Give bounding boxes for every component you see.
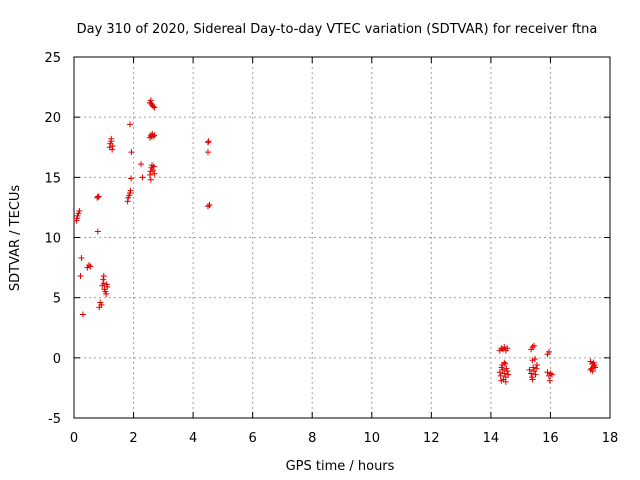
y-tick-label: 10: [44, 232, 61, 247]
data-point: [150, 133, 157, 140]
data-point: [77, 273, 84, 280]
data-point: [100, 280, 107, 287]
data-point: [151, 132, 158, 139]
data-point: [501, 344, 508, 351]
data-point: [127, 187, 134, 194]
data-point: [498, 345, 505, 352]
data-point: [150, 163, 157, 170]
x-tick-label: 8: [308, 431, 316, 446]
data-point: [526, 366, 533, 373]
data-point: [108, 135, 115, 142]
data-point: [499, 362, 506, 369]
data-point: [505, 371, 512, 378]
data-point: [109, 143, 116, 150]
data-point: [530, 364, 537, 371]
data-point: [146, 171, 153, 178]
x-tick-label: 0: [70, 431, 78, 446]
x-tick-label: 16: [542, 431, 559, 446]
data-point: [529, 344, 536, 351]
data-point: [78, 254, 85, 261]
data-point: [100, 276, 107, 283]
data-point: [128, 175, 135, 182]
data-point: [534, 362, 541, 369]
grid-lines: [74, 57, 610, 418]
data-point: [94, 228, 101, 235]
data-point: [103, 291, 110, 298]
y-tick-label: 5: [53, 292, 61, 307]
y-tick-label: 0: [53, 352, 61, 367]
axis-ticks: [73, 56, 611, 419]
data-point: [497, 372, 504, 379]
data-point: [529, 376, 536, 383]
x-axis-label: GPS time / hours: [286, 459, 395, 474]
data-point: [73, 217, 80, 224]
data-point: [149, 167, 156, 174]
data-point: [126, 121, 133, 128]
data-point: [205, 138, 212, 145]
data-point: [87, 263, 94, 270]
y-tick-labels: -5 0 5 10 15 20 25: [44, 51, 61, 427]
data-point: [548, 371, 555, 378]
y-tick-label: 25: [44, 51, 61, 66]
data-point: [100, 273, 107, 280]
data-point: [502, 360, 509, 367]
x-tick-label: 14: [483, 431, 500, 446]
data-point: [98, 301, 105, 308]
data-point: [94, 194, 101, 201]
data-point: [533, 365, 540, 372]
data-point: [499, 366, 506, 373]
x-tick-labels: 0 2 4 6 8 10 12 14 16 18: [70, 431, 618, 446]
data-point: [109, 146, 116, 153]
y-tick-label: 15: [44, 171, 61, 186]
chart-title: Day 310 of 2020, Sidereal Day-to-day VTE…: [77, 22, 598, 37]
data-point: [139, 174, 146, 181]
data-point: [151, 104, 158, 111]
x-tick-label: 4: [189, 431, 197, 446]
data-point: [151, 170, 158, 177]
x-tick-label: 18: [602, 431, 619, 446]
data-point: [147, 176, 154, 183]
data-point: [205, 149, 211, 156]
data-point: [546, 377, 553, 384]
data-point: [545, 348, 552, 355]
data-point: [504, 368, 511, 375]
data-point: [590, 359, 597, 366]
data-point: [124, 198, 131, 205]
x-tick-label: 6: [249, 431, 257, 446]
data-point: [206, 202, 213, 209]
data-point: [85, 262, 92, 269]
data-point: [544, 369, 551, 376]
data-point: [547, 370, 554, 377]
data-point: [587, 366, 594, 373]
data-point: [205, 139, 211, 146]
x-tick-label: 2: [129, 431, 137, 446]
data-point: [205, 203, 211, 210]
data-point: [531, 356, 538, 363]
data-point: [147, 97, 154, 104]
x-tick-label: 10: [364, 431, 381, 446]
y-tick-label: -5: [48, 412, 61, 427]
data-point: [498, 377, 505, 384]
y-tick-label: 20: [44, 111, 61, 126]
x-tick-label: 12: [423, 431, 440, 446]
data-point: [128, 149, 135, 156]
data-point: [150, 103, 157, 110]
data-point: [95, 193, 102, 200]
data-point: [532, 371, 539, 378]
y-axis-label: SDTVAR / TECUs: [8, 185, 23, 292]
data-point: [592, 364, 599, 371]
data-points: [73, 97, 599, 385]
data-point: [104, 283, 111, 290]
data-point: [531, 342, 538, 349]
data-point: [504, 345, 511, 352]
data-point: [502, 378, 509, 385]
data-point: [76, 208, 83, 215]
data-point: [138, 161, 144, 168]
data-point: [79, 311, 86, 318]
